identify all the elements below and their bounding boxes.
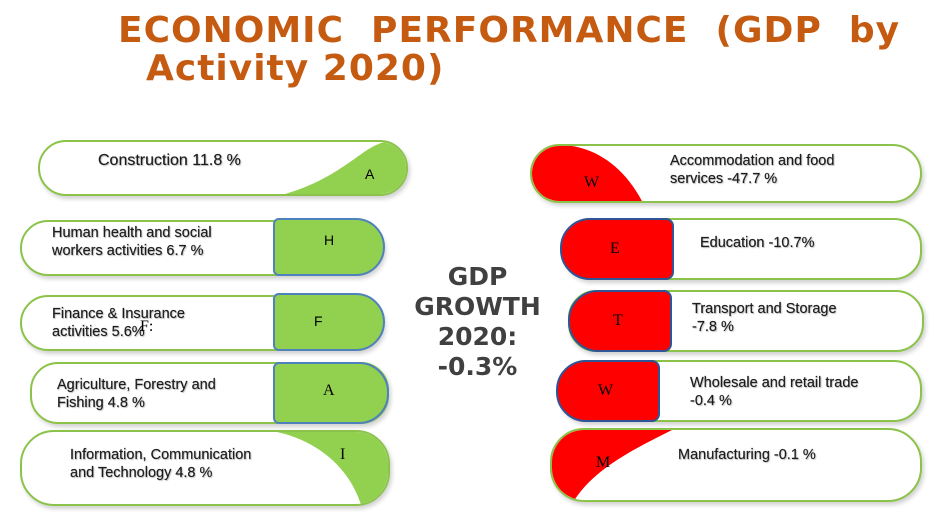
agriculture-cap	[273, 362, 389, 424]
information-cap	[277, 432, 388, 504]
sector-label: Agriculture, Forestry and Fishing 4.8 %	[57, 377, 216, 411]
sector-label: Information, Communication and Technolog…	[70, 447, 252, 481]
sector-label: Accommodation and food services -47.7 %	[670, 153, 835, 187]
gdp-line-3: 2020:	[437, 322, 518, 351]
sector-letter: W	[584, 174, 600, 191]
sector-letter: I	[340, 446, 346, 463]
sector-letter: A	[323, 382, 335, 399]
sector-letter: E	[610, 240, 620, 257]
sector-letter: W	[598, 382, 614, 399]
gdp-line-1: GDP	[447, 262, 508, 291]
sector-letter: M	[596, 454, 611, 471]
sector-letter: T	[613, 312, 623, 329]
sector-label: Manufacturing -0.1 %	[678, 447, 816, 463]
manufacturing-cap	[552, 430, 672, 500]
title-line-1: ECONOMIC PERFORMANCE (GDP by	[118, 10, 901, 51]
sector-label: Education -10.7%	[700, 235, 815, 251]
sector-letter: F	[314, 313, 323, 329]
sector-label: Construction 11.8 %	[98, 152, 241, 169]
sector-label: Finance & Insurance activities 5.6%	[52, 306, 185, 340]
wholesale-cap	[556, 360, 660, 422]
slide-title: ECONOMIC PERFORMANCE (GDP by Activity 20…	[118, 10, 901, 89]
sector-information: Information, Communication and Technolog…	[20, 430, 390, 506]
sector-label: Human health and social workers activiti…	[52, 225, 212, 259]
sector-label: Transport and Storage -7.8 %	[692, 301, 837, 335]
sector-label: Wholesale and retail trade -0.4 %	[690, 375, 859, 409]
gdp-line-2: GROWTH	[414, 292, 541, 321]
education-cap	[560, 218, 674, 280]
transport-cap	[568, 290, 672, 352]
sector-manufacturing: M Manufacturing -0.1 %	[550, 428, 922, 502]
sector-letter: H	[324, 232, 335, 248]
overlay-glyph: F:	[140, 318, 154, 335]
gdp-growth-summary: GDP GROWTH 2020: -0.3%	[405, 262, 550, 382]
sector-construction: Construction 11.8 % A	[38, 140, 408, 196]
sector-accommodation: W Accommodation and food services -47.7 …	[530, 144, 922, 203]
accommodation-cap	[532, 146, 642, 201]
gdp-line-4: -0.3%	[437, 352, 518, 381]
finance-cap	[273, 293, 385, 351]
human-health-cap	[273, 218, 385, 276]
construction-cap	[285, 142, 406, 194]
title-line-2: Activity 2020)	[146, 48, 445, 89]
sector-letter: A	[365, 166, 375, 182]
